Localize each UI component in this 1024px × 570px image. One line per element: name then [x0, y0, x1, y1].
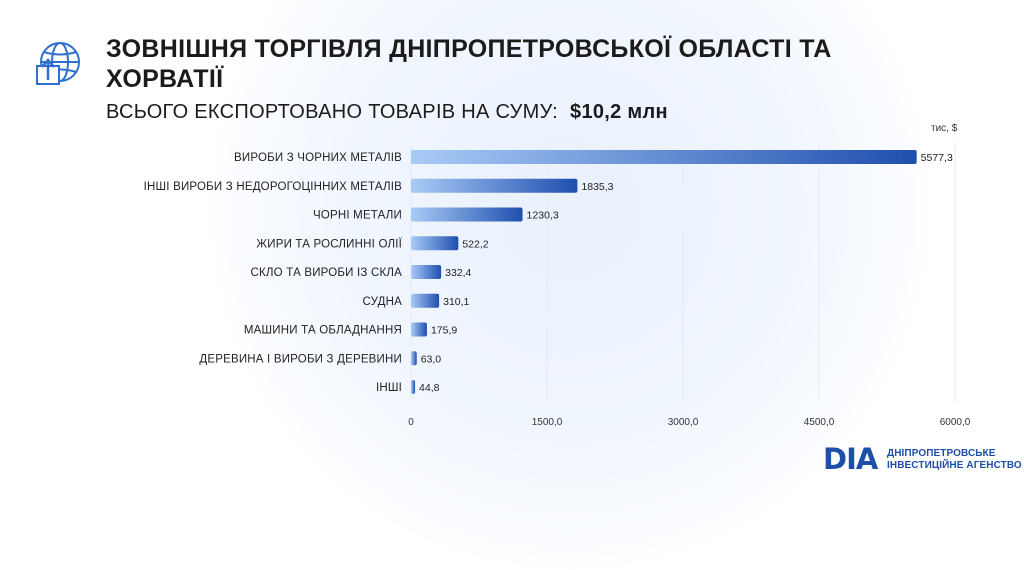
page-title: ЗОВНІШНЯ ТОРГІВЛЯ ДНІПРОПЕТРОВСЬКОЇ ОБЛА… [106, 35, 832, 93]
category-label: ЧОРНІ МЕТАЛИ [313, 210, 402, 222]
export-total-label: ВСЬОГО ЕКСПОРТОВАНО ТОВАРІВ НА СУМУ: [106, 101, 559, 123]
background-glow [210, 0, 930, 570]
value-label: 1230,3 [527, 210, 559, 222]
logo-line-1: ДНІПРОПЕТРОВСЬКЕ [887, 448, 996, 459]
bar [411, 293, 440, 308]
value-label: 310,1 [443, 296, 469, 308]
x-tick-label: 4500,0 [804, 417, 835, 428]
export-total-value: $10,2 млн [570, 101, 668, 123]
export-bar-chart: 0 1500,0 3000,0 4500,0 6000,0 ВИРОБИ З ЧОРНИХ… [144, 143, 971, 428]
bar [411, 207, 523, 222]
bar [411, 150, 917, 164]
value-label: 522,2 [462, 238, 488, 250]
value-label: 5577,3 [921, 152, 953, 164]
bar [411, 236, 459, 251]
bars [411, 150, 917, 394]
logo-line-2: ІНВЕСТИЦІЙНЕ АГЕНСТВО [887, 460, 1022, 471]
value-label: 332,4 [445, 267, 471, 279]
bar [411, 322, 427, 337]
value-label: 44,8 [419, 382, 440, 394]
category-label: ВИРОБИ З ЧОРНИХ МЕТАЛІВ [234, 152, 402, 164]
export-total-line: ВСЬОГО ЕКСПОРТОВАНО ТОВАРІВ НА СУМУ: $10,… [106, 100, 668, 124]
labels: 0 1500,0 3000,0 4500,0 6000,0 ВИРОБИ З ЧОРНИХ… [144, 152, 971, 428]
bar [411, 380, 416, 394]
x-tick-label: 6000,0 [940, 417, 971, 428]
logo-text: ДНІПРОПЕТРОВСЬКЕ ІНВЕСТИЦІЙНЕ АГЕНСТВО [887, 448, 1024, 472]
category-label: ІНШІ ВИРОБИ З НЕДОРОГОЦІННИХ МЕТАЛІВ [144, 181, 402, 193]
category-label: ДЕРЕВИНА І ВИРОБИ З ДЕРЕВИНИ [199, 353, 402, 365]
logo-mark: DIA [823, 442, 878, 476]
category-label: СУДНА [363, 296, 403, 308]
category-label: ІНШІ [376, 382, 402, 394]
unit-label: тис, $ [931, 123, 958, 134]
x-tick-label: 3000,0 [668, 417, 699, 428]
category-label: ЖИРИ ТА РОСЛИННІ ОЛІЇ [256, 238, 402, 250]
category-label: СКЛО ТА ВИРОБИ ІЗ СКЛА [251, 267, 403, 279]
value-label: 63,0 [421, 353, 442, 365]
value-label: 1835,3 [581, 181, 613, 193]
category-label: МАШИНИ ТА ОБЛАДНАННЯ [244, 325, 402, 337]
globe-export-icon [36, 42, 80, 85]
bar [411, 178, 578, 193]
bar [411, 265, 442, 279]
value-label: 175,9 [431, 325, 457, 337]
x-tick-label: 0 [408, 417, 414, 428]
bar [411, 351, 417, 366]
x-tick-label: 1500,0 [532, 417, 563, 428]
